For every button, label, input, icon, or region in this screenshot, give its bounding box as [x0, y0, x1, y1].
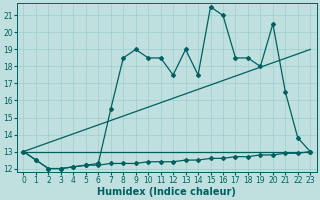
X-axis label: Humidex (Indice chaleur): Humidex (Indice chaleur) [98, 187, 236, 197]
